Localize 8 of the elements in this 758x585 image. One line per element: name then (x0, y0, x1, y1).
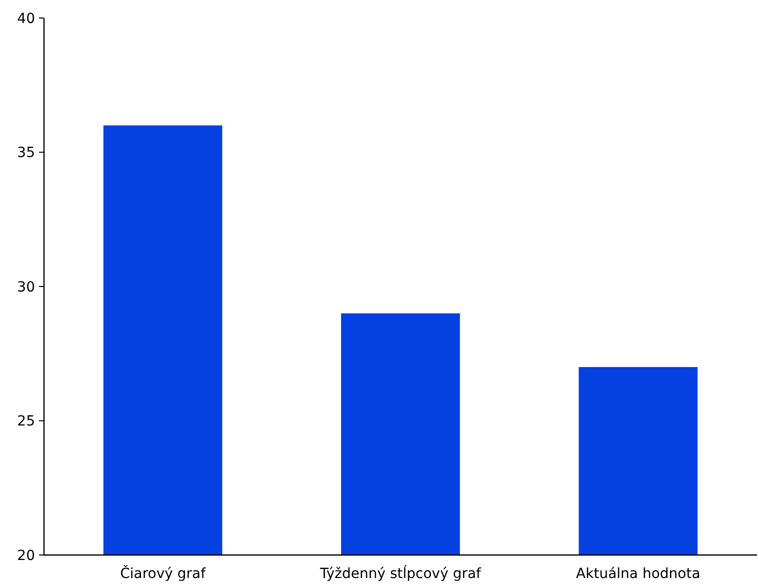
x-tick-label: Týždenný stĺpcový graf (319, 565, 482, 582)
x-tick-label: Aktuálna hodnota (576, 566, 700, 582)
y-tick-label: 40 (17, 10, 35, 27)
y-tick-label: 25 (17, 414, 35, 430)
y-tick-label: 35 (17, 145, 35, 162)
x-tick-label: Čiarový graf (120, 565, 207, 582)
y-tick-label: 20 (17, 548, 35, 564)
y-tick-label: 30 (17, 279, 35, 296)
